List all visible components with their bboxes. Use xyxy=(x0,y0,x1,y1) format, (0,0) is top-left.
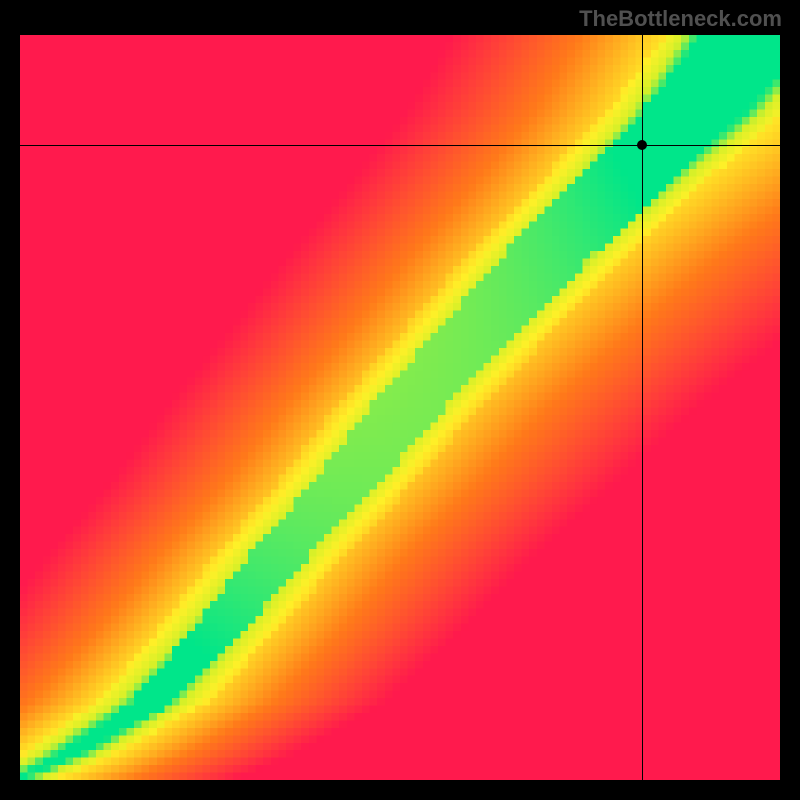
crosshair-marker xyxy=(637,140,647,150)
heatmap-plot xyxy=(20,35,780,780)
heatmap-canvas xyxy=(20,35,780,780)
crosshair-horizontal xyxy=(20,145,780,146)
watermark-text: TheBottleneck.com xyxy=(579,6,782,32)
